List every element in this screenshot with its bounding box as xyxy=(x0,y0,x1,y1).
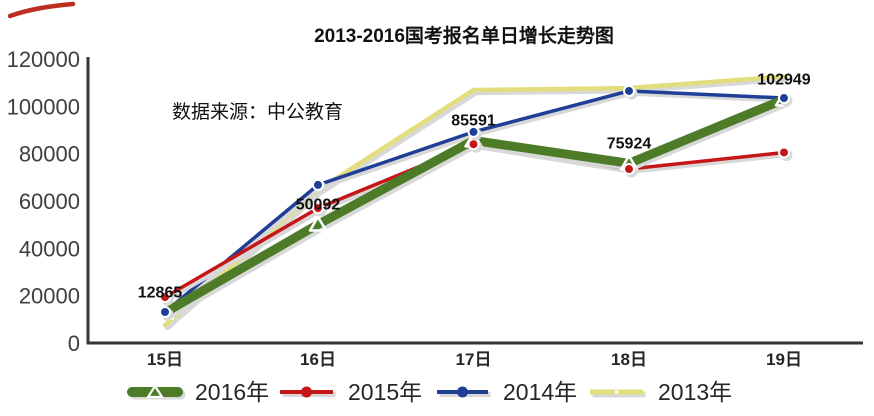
y-axis-labels: 0 20000 40000 60000 80000 100000 120000 xyxy=(7,47,80,356)
data-label: 85591 xyxy=(451,112,496,129)
data-labels: 12865 50092 85591 75924 102949 xyxy=(138,71,811,301)
series-shadow xyxy=(165,144,789,302)
source-note: 数据来源：中公教育 xyxy=(172,101,343,123)
legend-label: 2013年 xyxy=(658,379,732,405)
y-tick-label: 20000 xyxy=(19,284,80,309)
axis-lines xyxy=(86,57,863,345)
dot-marker xyxy=(467,125,480,138)
chart-title: 2013-2016国考报名单日增长走势图 xyxy=(314,24,614,47)
data-label: 102949 xyxy=(757,71,810,88)
x-tick-label: 18日 xyxy=(611,350,647,369)
y-tick-label: 0 xyxy=(68,331,80,356)
dot-marker xyxy=(778,92,790,105)
dot-marker xyxy=(623,84,635,97)
x-axis-labels: 15日 16日 17日 18日 19日 xyxy=(147,350,802,369)
dot-marker xyxy=(467,138,480,151)
x-tick-label: 17日 xyxy=(456,350,492,369)
legend-item-2015年: 2015年 xyxy=(280,379,422,405)
y-tick-label: 120000 xyxy=(7,47,80,72)
legend-item-2013年: 2013年 xyxy=(590,379,732,405)
legend-label: 2015年 xyxy=(348,379,422,405)
dot-marker xyxy=(778,146,790,159)
series-line-2015年 xyxy=(163,142,789,302)
legend-dot-icon xyxy=(457,386,468,398)
legend-triangle-icon xyxy=(145,383,165,399)
dot-marker xyxy=(159,305,171,318)
x-tick-label: 15日 xyxy=(147,350,183,369)
dot-marker xyxy=(159,291,171,304)
y-tick-label: 60000 xyxy=(19,189,80,214)
y-tick-label: 100000 xyxy=(7,94,80,119)
y-tick-label: 40000 xyxy=(19,236,80,261)
legend-dot-icon xyxy=(301,386,312,398)
data-label: 75924 xyxy=(607,135,652,152)
x-tick-label: 16日 xyxy=(300,350,336,369)
dot-marker xyxy=(312,178,324,191)
legend-thick-line-marker xyxy=(127,387,183,397)
legend-label: 2016年 xyxy=(195,379,269,405)
triangle-marker xyxy=(308,215,328,232)
dot-marker xyxy=(623,163,635,176)
dot-marker xyxy=(312,202,324,215)
data-label: 12865 xyxy=(138,285,183,302)
legend: 2016年 2015年 2014年 2013年 xyxy=(127,379,732,405)
marker-layer xyxy=(155,84,794,321)
y-tick-label: 80000 xyxy=(19,142,80,167)
x-tick-label: 19日 xyxy=(766,350,802,369)
legend-item-2014年: 2014年 xyxy=(437,379,577,405)
series-path xyxy=(162,74,787,328)
legend-small-dot-icon xyxy=(614,390,619,394)
data-label: 50092 xyxy=(296,196,341,213)
legend-label: 2014年 xyxy=(503,379,577,405)
legend-item-2016年: 2016年 xyxy=(127,379,269,405)
red-pen-mark-icon xyxy=(7,1,76,19)
